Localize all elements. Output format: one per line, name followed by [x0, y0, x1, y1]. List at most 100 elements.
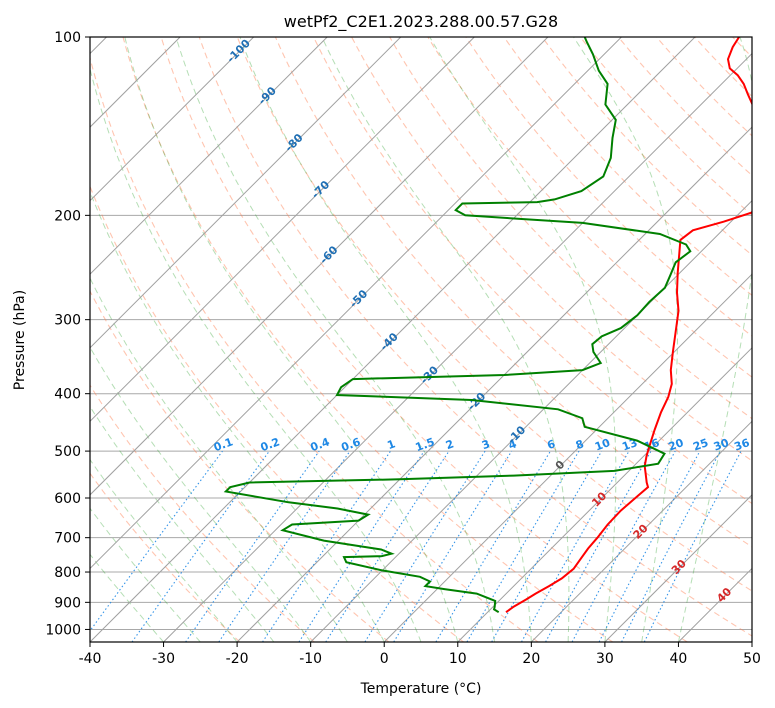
- moist-adiabat-line: [124, 37, 459, 642]
- isotherm-line: [604, 494, 752, 642]
- mixing-ratio-line: [185, 450, 320, 642]
- mixing-ratio-line: [393, 450, 513, 642]
- isotherm-line: [751, 641, 752, 642]
- dry-adiabat-line: [427, 37, 752, 378]
- mixing-ratio-label: 3: [480, 437, 492, 452]
- y-tick-label: 700: [54, 531, 81, 547]
- moist-adiabat-line: [239, 37, 532, 642]
- dry-adiabat-line: [90, 55, 539, 642]
- y-tick-label: 600: [54, 491, 81, 507]
- moist-adiabat-line: [90, 507, 201, 642]
- plot-background: [90, 37, 752, 642]
- y-tick-label: 300: [54, 313, 81, 329]
- isotherm-line: [457, 347, 752, 642]
- x-tick-label: 40: [670, 651, 688, 667]
- isotherm-line: [310, 199, 752, 642]
- mixing-ratio-line: [325, 450, 450, 642]
- x-tick-label: 0: [380, 651, 389, 667]
- dry-adiabat-line: [198, 37, 752, 637]
- mixing-ratio-label: 10: [593, 436, 612, 454]
- mixing-ratio-label: 0.6: [339, 435, 362, 454]
- moist-adiabat-line: [321, 37, 570, 642]
- mixing-ratio-label: 1: [385, 437, 397, 452]
- isotherm-line: [236, 126, 752, 642]
- moist-adiabat-line: [175, 37, 496, 642]
- mixing-ratio-line: [90, 450, 223, 632]
- y-tick-label: 1000: [45, 622, 81, 638]
- x-tick-label: -10: [299, 651, 322, 667]
- moist-adiabat-line: [573, 37, 678, 642]
- mixing-ratio-line: [545, 450, 652, 642]
- mixing-ratio-label: 0.4: [309, 435, 332, 454]
- dry-adiabat-line: [274, 37, 752, 548]
- y-tick-label: 900: [54, 595, 81, 611]
- mixing-ratio-line: [571, 450, 676, 642]
- dry-adiabat-line: [579, 37, 752, 216]
- mixing-ratio-line: [262, 450, 391, 642]
- dry-adiabat-line: [313, 37, 752, 505]
- dry-adiabat-line: [771, 37, 775, 642]
- isotherm-line: [383, 273, 752, 642]
- x-tick-label: 50: [743, 651, 761, 667]
- mixing-ratio-label: 0.2: [259, 435, 282, 454]
- dewpoint-profile-line: [223, 37, 692, 614]
- mixing-ratio-label: 20: [667, 436, 686, 454]
- dry-adiabat-line: [90, 184, 464, 642]
- dry-adiabat-line: [160, 37, 688, 642]
- y-tick-label: 100: [54, 30, 81, 46]
- isotherm-line: [90, 37, 255, 202]
- mixing-ratio-label: 6: [545, 437, 557, 452]
- dry-adiabat-line: [389, 37, 752, 420]
- moist-adiabat-line: [677, 37, 752, 642]
- mixing-ratio-line: [643, 450, 742, 642]
- axis-ticks: -40 -30 -20 -10 0 10 20 30 40 5010020030040050060…: [45, 30, 761, 667]
- temperature-profile-line: [505, 37, 752, 614]
- mixing-ratio-line: [131, 450, 270, 642]
- y-axis-title: Pressure (hPa): [12, 290, 28, 390]
- isotherm-line: [90, 37, 328, 275]
- x-tick-label: -30: [152, 651, 175, 667]
- y-tick-label: 200: [54, 208, 81, 224]
- x-tick-label: 20: [522, 651, 540, 667]
- moist-adiabat-line: [429, 37, 617, 642]
- line-labels: 0.1 0.2 0.4 0.6 1 1.5 2 3 4 6 8 10 13 16 20 25 30 36-100-…: [212, 37, 752, 605]
- plot-frame: [89, 36, 753, 643]
- dry-adiabat-line: [465, 37, 752, 337]
- y-tick-label: 400: [54, 387, 81, 403]
- x-axis-title: Temperature (°C): [360, 681, 482, 697]
- moist-adiabat-line: [90, 66, 422, 642]
- moist-adiabat-line: [90, 553, 164, 642]
- isotherm-line: [530, 420, 752, 642]
- mixing-ratio-label: 1.5: [414, 435, 437, 454]
- mixing-ratio-line: [218, 450, 351, 642]
- moist-adiabat-line: [90, 458, 238, 642]
- mixing-ratio-label: 25: [691, 436, 710, 453]
- isotherm-line: [90, 37, 402, 349]
- dry-adiabat-line: [236, 37, 752, 592]
- mixing-ratio-label: 4: [507, 437, 519, 452]
- x-tick-label: -20: [226, 651, 249, 667]
- dry-adiabat-line: [617, 37, 752, 177]
- y-tick-label: 800: [54, 565, 81, 581]
- chart-title: wetPf2_C2E1.2023.288.00.57.G28: [284, 12, 558, 32]
- isotherm-line: [90, 37, 622, 570]
- profile-series: [223, 37, 752, 614]
- x-tick-label: 10: [449, 651, 467, 667]
- mixing-ratio-label: 36: [732, 436, 751, 454]
- mixing-ratio-label: 30: [712, 436, 731, 454]
- isotherm-line: [90, 37, 475, 423]
- isotherm-line: [163, 52, 752, 642]
- moist-adiabat-line: [90, 405, 275, 642]
- dry-adiabat-line: [90, 384, 315, 642]
- dry-adiabat-line: [122, 37, 614, 642]
- dry-adiabat-line: [503, 37, 752, 297]
- mixing-ratio-label: 0.1: [212, 435, 235, 454]
- y-tick-label: 500: [54, 444, 81, 460]
- x-tick-label: 30: [596, 651, 614, 667]
- x-tick-label: -40: [79, 651, 102, 667]
- isotherm-line: [90, 37, 696, 642]
- mixing-ratio-line: [521, 450, 630, 642]
- dry-adiabat-line: [90, 290, 390, 642]
- moist-adiabat-line: [90, 190, 385, 642]
